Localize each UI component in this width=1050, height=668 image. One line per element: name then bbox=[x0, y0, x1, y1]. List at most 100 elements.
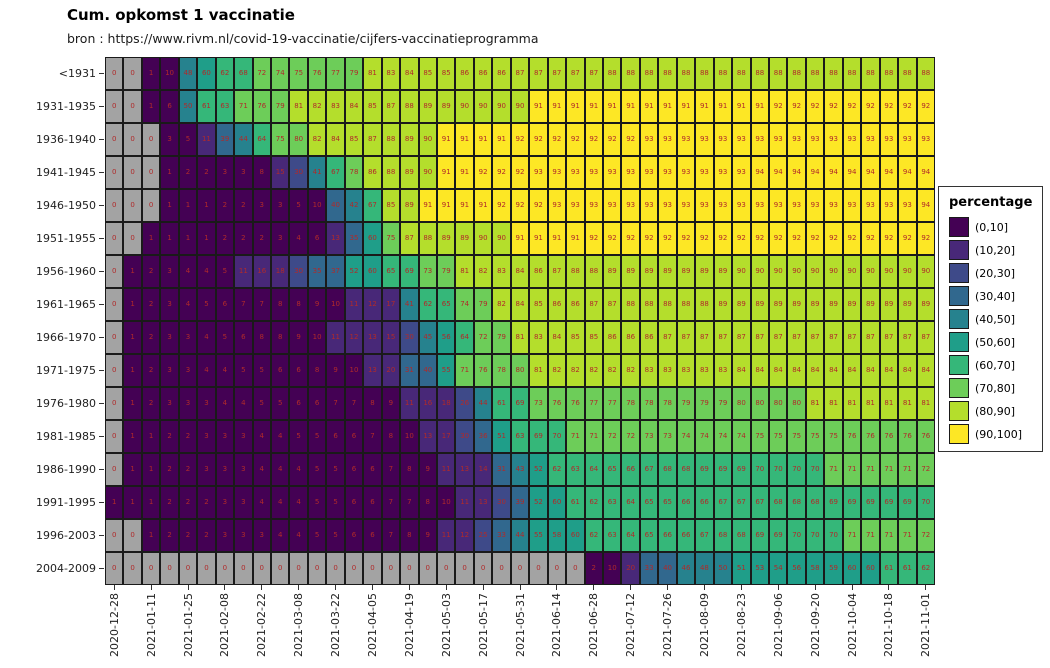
heatmap-cell: 2 bbox=[584, 552, 603, 585]
x-axis-tick bbox=[925, 585, 927, 590]
heatmap-cell: 84 bbox=[510, 288, 530, 321]
heatmap-cell: 90 bbox=[898, 255, 917, 288]
heatmap-cell: 92 bbox=[529, 189, 548, 222]
heatmap-cell: 93 bbox=[750, 189, 769, 222]
heatmap-cell: 0 bbox=[492, 552, 511, 585]
heatmap-cell: 5 bbox=[215, 255, 235, 288]
heatmap-cell: 66 bbox=[658, 519, 677, 552]
heatmap-cell: 71 bbox=[879, 519, 899, 552]
heatmap-cell: 92 bbox=[566, 123, 585, 156]
legend-label: (10,20] bbox=[975, 243, 1016, 257]
heatmap-cell: 91 bbox=[473, 123, 493, 156]
heatmap-cell: 58 bbox=[547, 519, 567, 552]
heatmap-cell: 79 bbox=[437, 255, 456, 288]
heatmap-cell: 0 bbox=[141, 123, 161, 156]
heatmap-cell: 5 bbox=[178, 123, 198, 156]
heatmap-cell: 92 bbox=[861, 222, 880, 255]
heatmap-cell: 79 bbox=[344, 57, 364, 90]
y-axis-tick bbox=[99, 535, 104, 536]
heatmap-cell: 92 bbox=[805, 222, 825, 255]
heatmap-cell: 26 bbox=[455, 387, 474, 420]
heatmap-cell: 82 bbox=[566, 354, 585, 387]
heatmap-cell: 74 bbox=[713, 420, 733, 453]
heatmap-cell: 4 bbox=[178, 255, 198, 288]
y-axis-tick bbox=[99, 502, 104, 503]
legend-swatch bbox=[949, 332, 969, 352]
heatmap-cell: 87 bbox=[787, 321, 806, 354]
heatmap-cell: 94 bbox=[805, 156, 825, 189]
heatmap-cell: 58 bbox=[805, 552, 825, 585]
heatmap-cell: 66 bbox=[676, 519, 696, 552]
heatmap-cell: 2 bbox=[215, 189, 235, 222]
heatmap-cell: 6 bbox=[289, 354, 308, 387]
heatmap-cell: 45 bbox=[418, 321, 437, 354]
legend-item: (10,20] bbox=[949, 240, 1032, 260]
heatmap-cell: 71 bbox=[566, 420, 585, 453]
heatmap-cell: 88 bbox=[898, 57, 917, 90]
x-axis-label: 2021-01-25 bbox=[181, 593, 195, 657]
heatmap-cell: 68 bbox=[732, 519, 751, 552]
heatmap-cell: 88 bbox=[787, 57, 806, 90]
heatmap-cell: 85 bbox=[344, 123, 364, 156]
legend-item: (90,100] bbox=[949, 424, 1032, 444]
heatmap-cell: 1 bbox=[123, 354, 142, 387]
heatmap-cell: 75 bbox=[271, 123, 290, 156]
heatmap-cell: 84 bbox=[787, 354, 806, 387]
heatmap-cell: 88 bbox=[824, 57, 843, 90]
heatmap-cell: 93 bbox=[566, 156, 585, 189]
heatmap-cell: 75 bbox=[769, 420, 788, 453]
heatmap-cell: 70 bbox=[787, 453, 806, 486]
heatmap-cell: 52 bbox=[344, 255, 364, 288]
heatmap-cell: 1 bbox=[160, 222, 179, 255]
heatmap-cell: 8 bbox=[289, 288, 308, 321]
heatmap-cell: 76 bbox=[473, 354, 493, 387]
y-axis-label: 1976-1980 bbox=[36, 397, 96, 410]
heatmap-cell: 79 bbox=[695, 387, 714, 420]
heatmap-cell: 77 bbox=[326, 57, 345, 90]
heatmap-cell: 63 bbox=[215, 90, 235, 123]
heatmap-cell: 76 bbox=[547, 387, 567, 420]
heatmap-cell: 8 bbox=[400, 453, 419, 486]
heatmap-cell: 91 bbox=[658, 90, 677, 123]
heatmap-cell: 5 bbox=[307, 453, 327, 486]
x-axis-label: 2021-04-19 bbox=[402, 593, 416, 657]
x-axis-tick bbox=[593, 585, 595, 590]
x-axis-tick bbox=[888, 585, 890, 590]
heatmap-cell: 70 bbox=[787, 519, 806, 552]
heatmap-cell: 40 bbox=[658, 552, 677, 585]
heatmap-cell: 93 bbox=[603, 156, 622, 189]
legend-item: (50,60] bbox=[949, 332, 1032, 352]
heatmap-cell: 87 bbox=[381, 90, 401, 123]
heatmap-cell: 2 bbox=[160, 486, 179, 519]
heatmap-cell: 93 bbox=[805, 189, 825, 222]
heatmap-cell: 82 bbox=[547, 354, 567, 387]
heatmap-cell: 69 bbox=[400, 255, 419, 288]
heatmap-cell: 88 bbox=[916, 57, 935, 90]
y-axis-label: 1971-1975 bbox=[36, 364, 96, 377]
heatmap-cell: 93 bbox=[658, 189, 677, 222]
heatmap-cell: 4 bbox=[271, 486, 290, 519]
heatmap-cell: 54 bbox=[769, 552, 788, 585]
y-axis-tick bbox=[99, 568, 104, 569]
heatmap-cell: 60 bbox=[547, 486, 567, 519]
heatmap-cell: 0 bbox=[105, 387, 124, 420]
heatmap-cell: 89 bbox=[695, 255, 714, 288]
heatmap-cell: 88 bbox=[658, 288, 677, 321]
heatmap-cell: 3 bbox=[178, 387, 198, 420]
legend-items: (0,10] (10,20] (20,30] (30,40] (40,50] (50,60… bbox=[949, 217, 1032, 444]
heatmap-cell: 0 bbox=[123, 57, 142, 90]
heatmap-cell: 0 bbox=[105, 552, 124, 585]
heatmap-cell: 0 bbox=[123, 90, 142, 123]
heatmap-cell: 92 bbox=[603, 123, 622, 156]
heatmap-cell: 91 bbox=[492, 123, 511, 156]
heatmap-cell: 71 bbox=[584, 420, 603, 453]
heatmap-cell: 0 bbox=[105, 123, 124, 156]
heatmap-cell: 84 bbox=[916, 354, 935, 387]
heatmap-cell: 85 bbox=[363, 90, 382, 123]
heatmap-cell: 5 bbox=[215, 321, 235, 354]
heatmap-cell: 92 bbox=[769, 90, 788, 123]
heatmap-cell: 5 bbox=[289, 420, 308, 453]
heatmap-cell: 73 bbox=[418, 255, 437, 288]
heatmap-cell: 62 bbox=[916, 552, 935, 585]
heatmap-cell: 81 bbox=[510, 321, 530, 354]
